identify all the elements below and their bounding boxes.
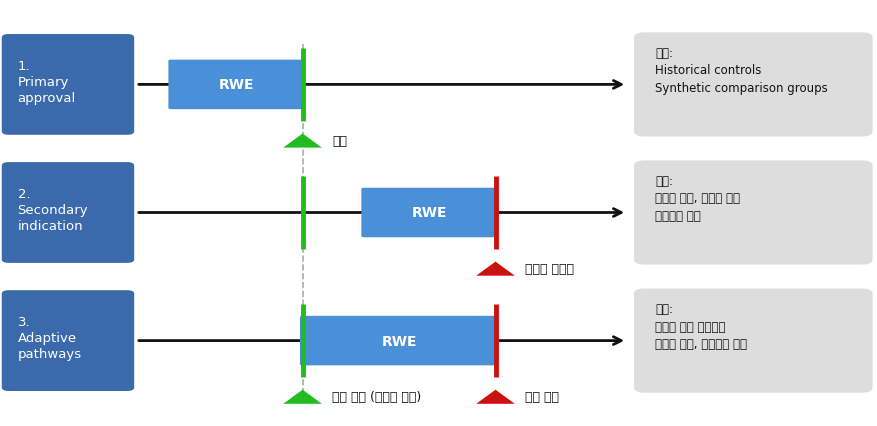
Text: RWE: RWE — [381, 334, 417, 348]
Text: 승인: 승인 — [332, 135, 347, 148]
Text: 두번째 적응증: 두번째 적응증 — [525, 262, 574, 276]
Polygon shape — [283, 390, 322, 404]
Text: 완전 승인: 완전 승인 — [525, 390, 560, 403]
FancyBboxPatch shape — [634, 33, 873, 137]
Polygon shape — [476, 262, 515, 276]
FancyBboxPatch shape — [300, 316, 498, 366]
FancyBboxPatch shape — [2, 163, 134, 263]
Text: 예시:
Historical controls
Synthetic comparison groups: 예시: Historical controls Synthetic compar… — [655, 47, 828, 95]
Text: 2.
Secondary
indication: 2. Secondary indication — [18, 187, 89, 232]
FancyBboxPatch shape — [2, 291, 134, 391]
Text: 예시:
적응증 추가, 유효성 확증
인구집단 확장: 예시: 적응증 추가, 유효성 확증 인구집단 확장 — [655, 175, 740, 222]
Polygon shape — [476, 390, 515, 404]
Text: 3.
Adaptive
pathways: 3. Adaptive pathways — [18, 315, 82, 360]
FancyBboxPatch shape — [361, 188, 498, 238]
Text: RWE: RWE — [412, 206, 447, 220]
Text: 1.
Primary
approval: 1. Primary approval — [18, 59, 75, 104]
Text: RWE: RWE — [219, 78, 254, 92]
FancyBboxPatch shape — [168, 60, 305, 110]
FancyBboxPatch shape — [634, 289, 873, 393]
Text: 예시:
바이오 마커 임상지표
유효성 확증, 인구집단 확장: 예시: 바이오 마커 임상지표 유효성 확증, 인구집단 확장 — [655, 302, 747, 350]
FancyBboxPatch shape — [634, 161, 873, 265]
Polygon shape — [283, 134, 322, 148]
Text: 최초 승인 (조건부 승인): 최초 승인 (조건부 승인) — [332, 390, 422, 403]
FancyBboxPatch shape — [2, 35, 134, 135]
